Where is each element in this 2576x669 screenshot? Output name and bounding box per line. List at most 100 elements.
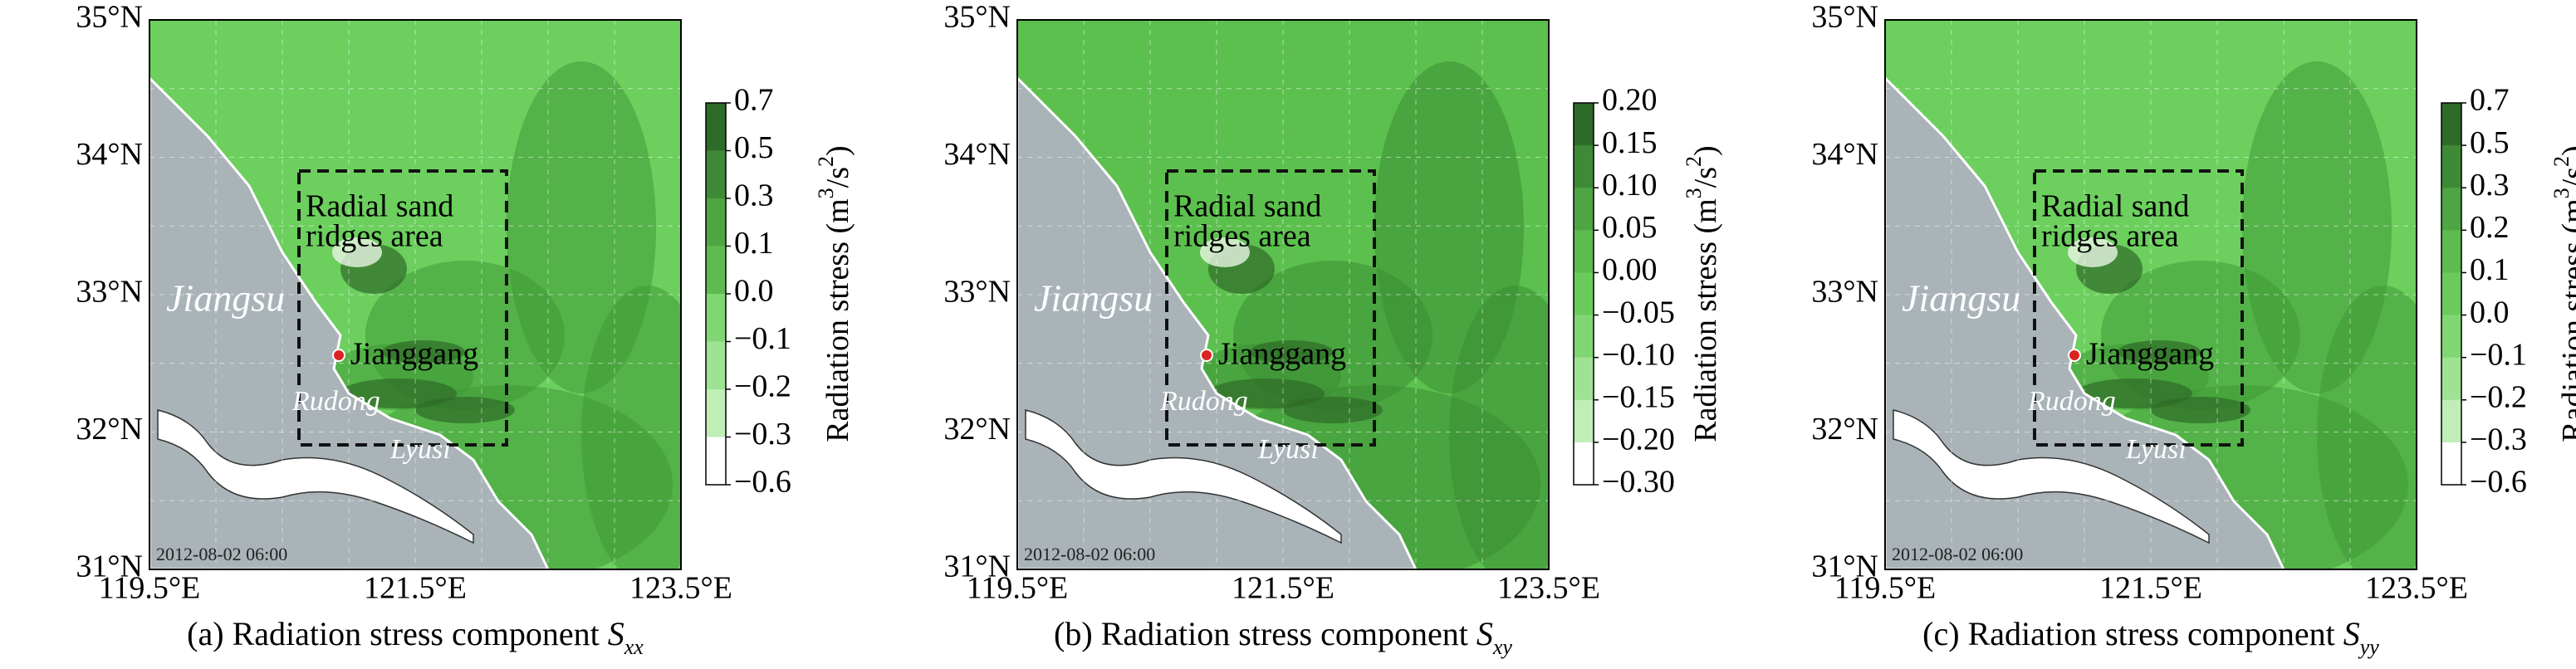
ridge	[1208, 378, 1325, 408]
colorbar-tick-label: 0.3	[2470, 168, 2510, 203]
title-part: )	[1688, 145, 1723, 156]
superscript: 2	[1682, 156, 1706, 167]
colorbar-title: Radiation stress (m3/s2)	[1682, 145, 1722, 442]
colorbar-step	[2441, 399, 2461, 443]
title-part: Radiation stress (m	[2556, 198, 2576, 442]
caption: (a) Radiation stress component Sxx	[187, 615, 644, 659]
caption-text: (c) Radiation stress component	[1922, 615, 2343, 652]
colorbar-step	[1574, 442, 1594, 486]
colorbar-step	[2441, 188, 2461, 231]
map-frame	[1016, 19, 1550, 570]
caption-symbol: S	[608, 615, 624, 652]
ridge	[340, 378, 457, 408]
colorbar-step	[1574, 103, 1594, 146]
caption-text: (b) Radiation stress component	[1054, 615, 1477, 652]
colorbar-step	[706, 341, 726, 390]
caption-symbol: S	[2343, 615, 2360, 652]
study-area	[297, 169, 508, 447]
colorbar-step	[1574, 272, 1594, 316]
colorbar-tick-label: 0.15	[1602, 125, 1658, 160]
superscript: 3	[1682, 188, 1706, 198]
caption-symbol: S	[1477, 615, 1493, 652]
colorbar-tick-label: 0.0	[2470, 295, 2510, 330]
colorbar-tick-label: −0.15	[1602, 379, 1675, 414]
ridge	[2118, 340, 2201, 364]
colorbar-tick-label: 0.05	[1602, 210, 1658, 245]
area-label: ridges area	[1173, 219, 1311, 254]
lat-label: 31°N	[943, 549, 1011, 584]
timestamp: 2012-08-02 06:00	[156, 544, 287, 564]
colorbar-tick-label: 0.2	[2470, 210, 2510, 245]
colorbar-tick-label: 0.10	[1602, 168, 1658, 203]
lon-label: 121.5°E	[2099, 571, 2202, 606]
lon-label: 123.5°E	[1497, 571, 1600, 606]
colorbar-step	[2441, 103, 2461, 146]
colorbar-step	[706, 246, 726, 295]
station-marker	[2068, 349, 2081, 362]
colorbar-step	[1574, 230, 1594, 273]
ridge	[2151, 397, 2250, 423]
colorbar-step	[706, 437, 726, 486]
lat-label: 32°N	[1811, 412, 1878, 447]
stress-patch	[2317, 286, 2417, 569]
title-part: )	[820, 145, 855, 156]
caption: (c) Radiation stress component Syy	[1922, 615, 2379, 659]
estuary	[1025, 409, 1342, 544]
lat-label: 31°N	[1811, 549, 1878, 584]
lat-label: 31°N	[76, 549, 143, 584]
lat-label: 32°N	[76, 412, 143, 447]
superscript: 2	[2549, 156, 2574, 167]
lat-label: 34°N	[76, 137, 143, 172]
area-label: Radial sand	[2041, 189, 2189, 224]
caption-subscript: xx	[624, 635, 644, 659]
colorbar-step	[706, 103, 726, 151]
colorbar-step	[1574, 357, 1594, 401]
place-label: Lyusi	[389, 434, 451, 465]
study-area	[1165, 169, 1376, 447]
title-part: /s	[2556, 167, 2576, 188]
title-part: Radiation stress (m	[1688, 198, 1723, 442]
area-label: ridges area	[306, 219, 443, 254]
area-label: ridges area	[2041, 219, 2179, 254]
superscript: 3	[814, 188, 838, 198]
area-label: Radial sand	[1173, 189, 1321, 224]
colorbar-tick-label: −0.05	[1602, 295, 1675, 330]
map-frame	[149, 19, 682, 570]
province-label: Jiangsu	[1034, 277, 1153, 320]
colorbar-step	[2441, 442, 2461, 486]
colorbar-step	[1574, 399, 1594, 443]
colorbar-tick-label: 0.1	[734, 226, 774, 261]
lat-label: 33°N	[76, 275, 143, 310]
colorbar-tick-label: 0.5	[734, 130, 774, 165]
colorbar-step	[2441, 272, 2461, 316]
colorbar-tick-label: −0.1	[734, 321, 791, 356]
colorbar-tick-label: 0.3	[734, 178, 774, 213]
colorbar-tick-label: −0.2	[2470, 379, 2527, 414]
colorbar-frame	[1573, 102, 1594, 486]
colorbar-step	[2441, 357, 2461, 401]
colorbar-title: Radiation stress (m3/s2)	[814, 145, 855, 442]
province-label: Jiangsu	[1902, 277, 2020, 320]
timestamp: 2012-08-02 06:00	[1024, 544, 1155, 564]
ridge	[382, 340, 465, 364]
stress-patch	[581, 286, 681, 569]
province-label: Jiangsu	[166, 277, 285, 320]
caption: (b) Radiation stress component Sxy	[1054, 615, 1512, 659]
stress-patch	[1449, 286, 1549, 569]
station-marker	[332, 349, 345, 362]
lon-label: 123.5°E	[2365, 571, 2468, 606]
colorbar-tick-label: −0.3	[734, 417, 791, 452]
estuary	[157, 409, 474, 544]
colorbar-frame	[2441, 102, 2462, 486]
colorbar-step	[706, 198, 726, 247]
lon-label: 119.5°E	[1834, 571, 1937, 606]
colorbar-tick-label: −0.3	[2470, 422, 2527, 457]
shoal	[2068, 237, 2118, 267]
estuary	[1893, 409, 2210, 544]
colorbar-tick-label: −0.20	[1602, 422, 1675, 457]
